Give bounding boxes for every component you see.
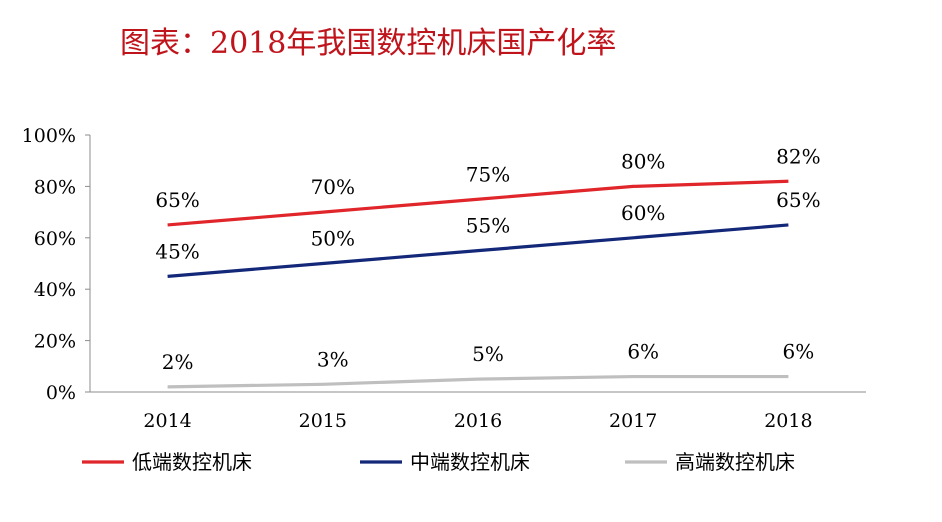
y-tick-label: 0% xyxy=(46,382,76,404)
data-label: 45% xyxy=(155,239,199,263)
y-tick-label: 40% xyxy=(34,279,76,301)
x-tick-label: 2014 xyxy=(143,410,191,432)
legend-label: 高端数控机床 xyxy=(675,450,795,474)
x-tick-label: 2018 xyxy=(764,410,812,432)
data-label: 60% xyxy=(621,201,665,225)
data-label: 80% xyxy=(621,149,665,173)
y-tick-label: 20% xyxy=(34,331,76,353)
x-tick-label: 2015 xyxy=(299,410,347,432)
series-line xyxy=(167,179,789,227)
x-tick-label: 2017 xyxy=(609,410,657,432)
y-tick-label: 60% xyxy=(34,228,76,250)
data-label: 70% xyxy=(311,175,355,199)
data-label: 75% xyxy=(466,162,510,186)
y-tick-label: 80% xyxy=(34,176,76,198)
data-label: 6% xyxy=(627,340,659,364)
series-line xyxy=(167,223,789,278)
data-label: 6% xyxy=(783,340,815,364)
series-line xyxy=(167,374,789,389)
data-label: 55% xyxy=(466,214,510,238)
legend-label: 低端数控机床 xyxy=(132,450,252,474)
data-label: 3% xyxy=(317,347,349,371)
data-label: 50% xyxy=(311,227,355,251)
data-label: 65% xyxy=(155,188,199,212)
data-label: 5% xyxy=(472,342,504,366)
data-label: 2% xyxy=(162,350,194,374)
y-tick-label: 100% xyxy=(22,125,76,147)
x-tick-label: 2016 xyxy=(454,410,502,432)
data-label: 65% xyxy=(776,188,820,212)
data-label: 82% xyxy=(776,144,820,168)
legend-label: 中端数控机床 xyxy=(410,450,530,474)
chart-title: 图表：2018年我国数控机床国产化率 xyxy=(120,26,617,61)
